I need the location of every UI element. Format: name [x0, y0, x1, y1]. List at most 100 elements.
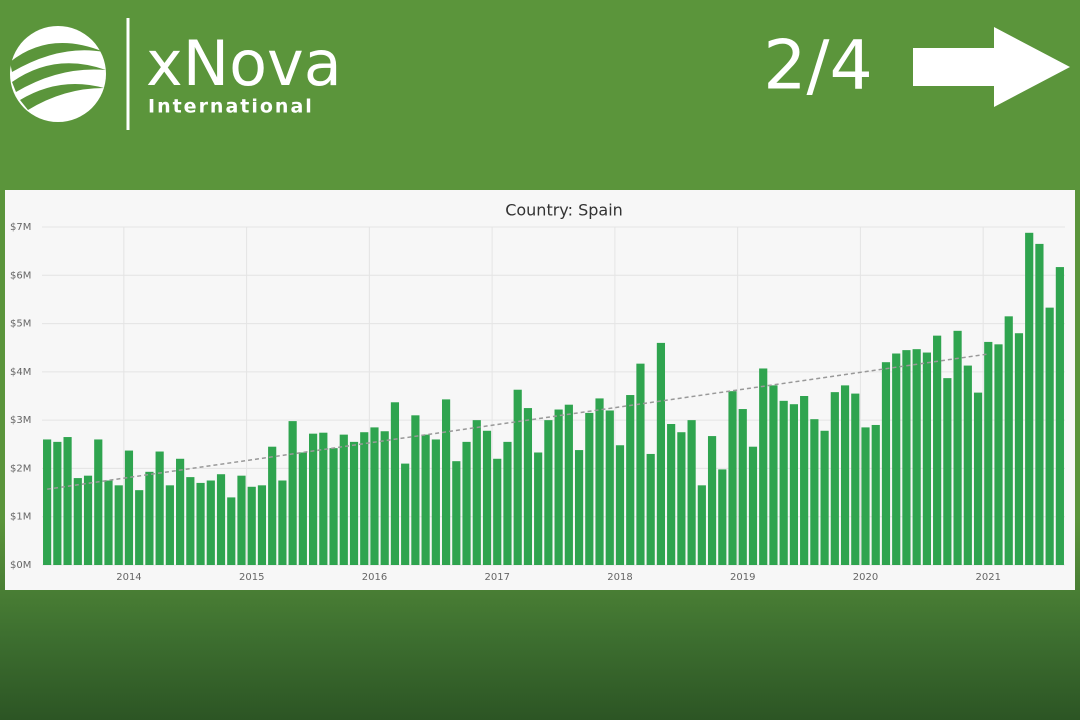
- bar: [994, 344, 1003, 565]
- bar: [820, 430, 829, 565]
- bar: [513, 389, 522, 565]
- header: xNova International 2/4: [10, 18, 1070, 130]
- bar: [165, 485, 174, 565]
- bar: [401, 463, 410, 565]
- bar: [779, 400, 788, 565]
- bar: [206, 480, 215, 565]
- x-tick-label: 2017: [485, 572, 510, 583]
- bar: [94, 439, 103, 565]
- bar: [380, 431, 389, 565]
- bar: [1045, 307, 1054, 565]
- bar: [196, 482, 205, 565]
- x-tick-label: 2015: [239, 572, 264, 583]
- bar: [1035, 243, 1044, 565]
- bar: [237, 475, 246, 565]
- bar: [43, 439, 52, 565]
- x-tick-label: 2021: [976, 572, 1001, 583]
- bar: [800, 396, 809, 565]
- bar: [564, 404, 573, 565]
- bar: [933, 335, 942, 565]
- bar: [503, 441, 512, 565]
- bar: [441, 399, 451, 565]
- bar: [431, 439, 440, 565]
- logo-mark: [10, 26, 106, 122]
- bar: [349, 441, 359, 565]
- bar: [124, 450, 134, 565]
- y-tick-label: $2M: [10, 463, 31, 474]
- y-tick-label: $3M: [10, 415, 31, 426]
- bar: [482, 430, 492, 565]
- bar: [881, 362, 891, 565]
- bar: [656, 342, 666, 565]
- bar: [667, 424, 676, 565]
- y-tick-label: $5M: [10, 319, 31, 330]
- bar: [789, 404, 798, 565]
- y-tick-label: $6M: [10, 270, 31, 281]
- bar: [360, 432, 369, 565]
- bar: [319, 432, 328, 565]
- bar: [718, 469, 727, 565]
- bar: [738, 409, 747, 565]
- bar: [104, 480, 113, 565]
- bar: [963, 365, 972, 565]
- bar: [523, 408, 533, 565]
- bar: [370, 427, 379, 565]
- bar: [339, 434, 348, 565]
- chart: Country: Spain $0M $1M $2M $3M $4M $5M $6M $7M 2…: [5, 190, 1075, 590]
- bar: [973, 392, 983, 565]
- bar: [257, 485, 267, 565]
- bar: [472, 420, 481, 565]
- bar: [1004, 316, 1013, 565]
- bar: [595, 398, 604, 565]
- bar: [840, 385, 850, 565]
- bar: [1025, 232, 1034, 565]
- page-indicator: 2/4: [763, 27, 872, 106]
- bar: [544, 420, 553, 565]
- bar: [309, 433, 318, 565]
- trend-line: [47, 353, 989, 490]
- bar: [626, 395, 635, 565]
- bar: [697, 485, 706, 565]
- bar: [298, 452, 307, 565]
- bar: [145, 471, 154, 565]
- bar: [186, 477, 195, 565]
- bar: [155, 451, 164, 565]
- bar: [247, 486, 256, 565]
- x-tick-label: 2018: [607, 572, 632, 583]
- bar: [288, 421, 297, 565]
- bar: [53, 441, 62, 565]
- bar: [114, 485, 123, 565]
- bar: [83, 475, 93, 565]
- bar: [677, 432, 686, 565]
- bar: [912, 349, 921, 565]
- bar: [462, 441, 471, 565]
- bar: [534, 452, 543, 565]
- bar: [922, 352, 931, 565]
- y-tick-label: $7M: [10, 222, 31, 233]
- bar: [554, 409, 563, 565]
- bar: [871, 424, 880, 565]
- bar: [943, 378, 952, 565]
- y-tick-label: $1M: [10, 512, 31, 523]
- bar: [646, 453, 655, 565]
- bar: [135, 490, 144, 565]
- bar: [902, 350, 911, 565]
- bar: [769, 385, 778, 565]
- next-arrow[interactable]: [913, 27, 1070, 107]
- chart-title: Country: Spain: [505, 201, 623, 220]
- x-tick-label: 2019: [730, 572, 755, 583]
- x-tick-label: 2020: [853, 572, 878, 583]
- y-tick-label: $0M: [10, 560, 31, 571]
- bar: [615, 445, 625, 565]
- bar: [390, 402, 400, 565]
- bar: [176, 458, 185, 565]
- bar: [268, 446, 277, 565]
- bar: [1014, 333, 1024, 565]
- bar: [216, 474, 226, 565]
- bar: [278, 480, 287, 565]
- bar: [851, 393, 860, 565]
- bar: [636, 363, 645, 565]
- bar: [1055, 267, 1064, 565]
- bar: [605, 410, 614, 565]
